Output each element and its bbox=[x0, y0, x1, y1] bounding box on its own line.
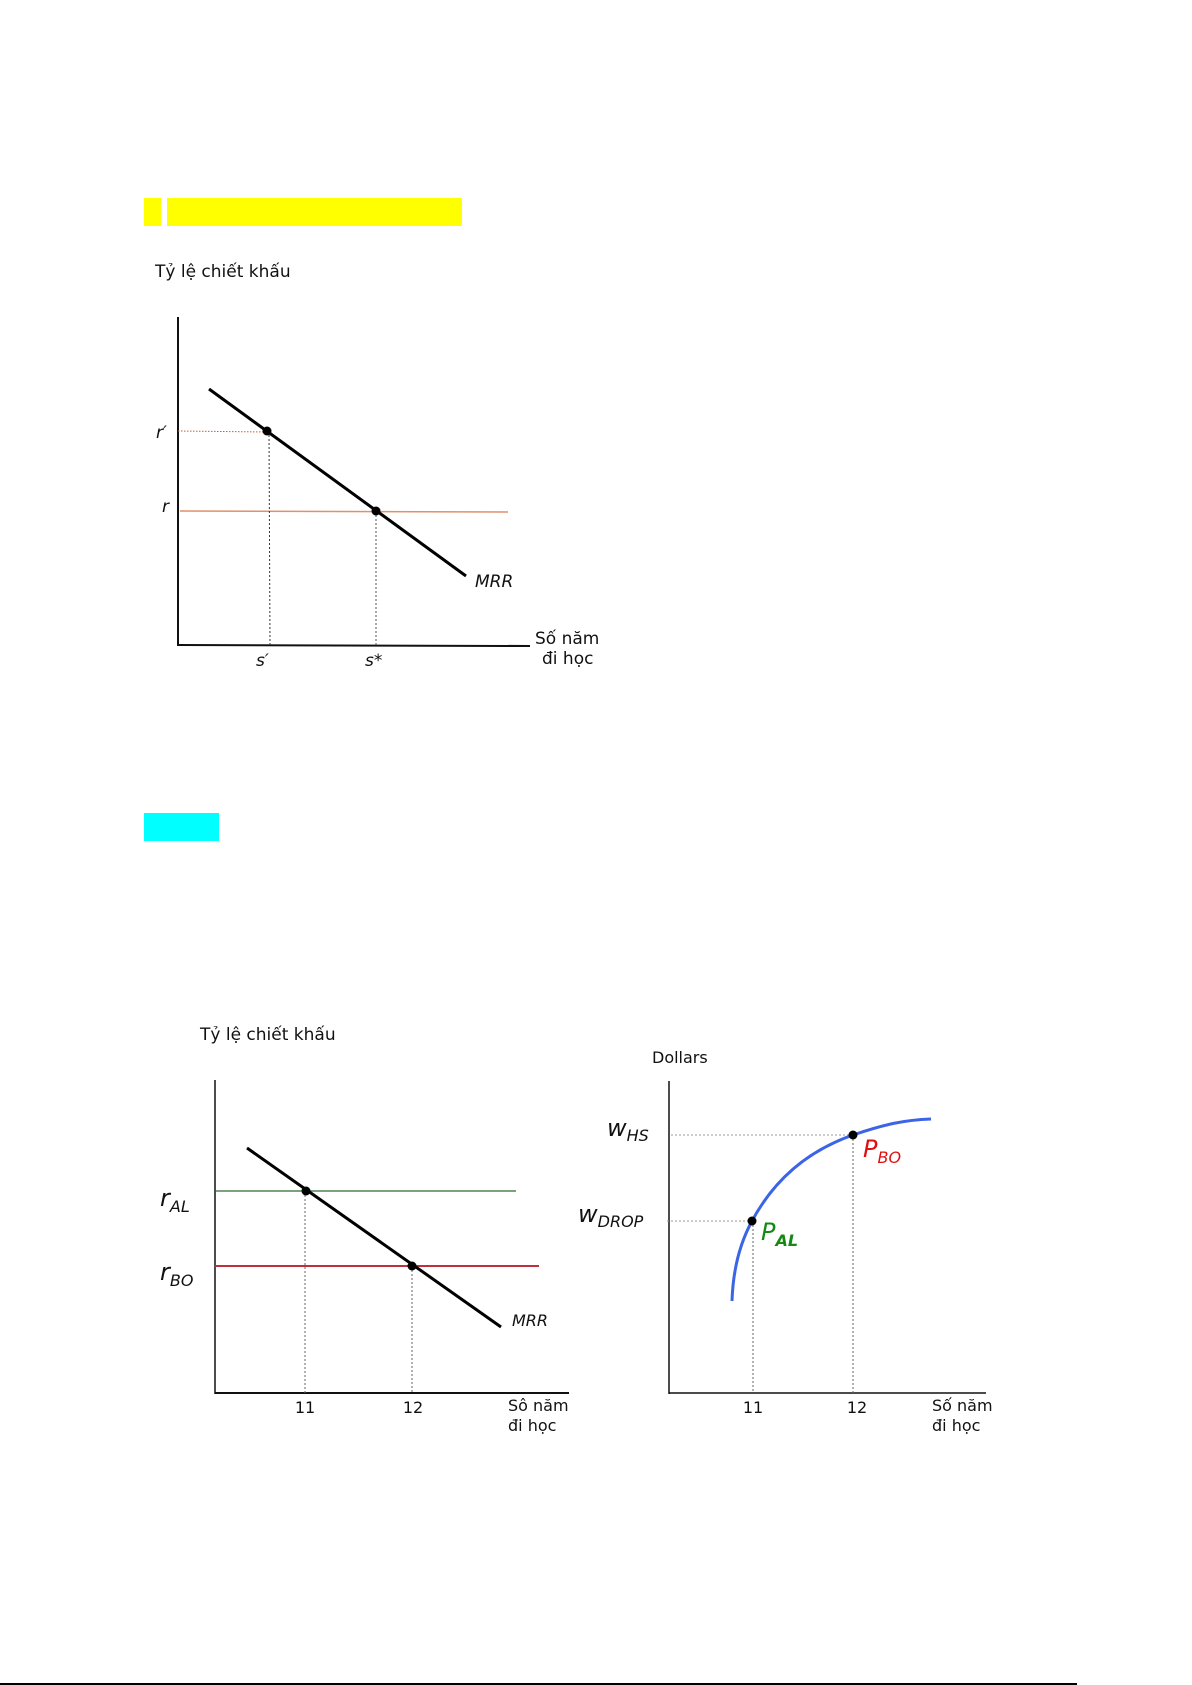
tick-s-star: s* bbox=[365, 651, 382, 671]
tick-r: r bbox=[162, 497, 170, 517]
mrr-label: MRR bbox=[512, 1311, 548, 1330]
yellow-highlight-small bbox=[144, 198, 161, 226]
label-p-al: PAL bbox=[761, 1218, 798, 1250]
r-prime-guide bbox=[177, 430, 268, 433]
r-line bbox=[179, 510, 509, 513]
chart-discount-rates: Tỷ lệ chiết khấu rAL rBO MRR 11 12 Sô nă… bbox=[160, 1024, 569, 1435]
cyan-highlight bbox=[144, 813, 219, 841]
point-bo bbox=[407, 1261, 417, 1271]
x-axis-label-2: đi học bbox=[542, 649, 593, 669]
y-axis-label: Tỷ lệ chiết khấu bbox=[154, 261, 291, 282]
tick-r-prime: r′ bbox=[156, 423, 167, 443]
tick-s-prime: s′ bbox=[256, 651, 269, 671]
point-r bbox=[371, 506, 381, 516]
point-r-prime bbox=[262, 426, 272, 436]
tick-11: 11 bbox=[295, 1398, 315, 1417]
tick-12: 12 bbox=[847, 1398, 867, 1417]
x-axis-label-1: Sô năm bbox=[508, 1396, 569, 1415]
chart-wage-schooling: Dollars wHS wDROP PBO PAL 11 12 Số năm đ… bbox=[578, 1048, 993, 1435]
s-prime-guide bbox=[268, 430, 271, 646]
x-axis-label-2: đi học bbox=[932, 1416, 980, 1435]
earnings-curve bbox=[730, 1117, 932, 1302]
tick-12: 12 bbox=[403, 1398, 423, 1417]
point-al bbox=[301, 1186, 311, 1196]
y-axis-label: Tỷ lệ chiết khấu bbox=[199, 1024, 336, 1045]
x-axis bbox=[177, 644, 531, 647]
yellow-highlight-bar bbox=[167, 198, 462, 226]
x-axis-label-1: Số năm bbox=[535, 628, 599, 649]
mrr-label: MRR bbox=[475, 572, 513, 592]
label-r-bo: rBO bbox=[160, 1258, 193, 1290]
chart-schooling-mrr: Tỷ lệ chiết khấu r′ r MRR s′ s* Số năm đ… bbox=[154, 261, 599, 671]
tick-11: 11 bbox=[743, 1398, 763, 1417]
mrr-line bbox=[208, 387, 467, 578]
x-axis-label-1: Số năm bbox=[932, 1396, 993, 1415]
mrr-line bbox=[246, 1146, 502, 1329]
label-w-drop: wDROP bbox=[578, 1200, 644, 1231]
label-w-hs: wHS bbox=[607, 1114, 649, 1145]
label-p-bo: PBO bbox=[863, 1135, 901, 1167]
label-r-al: rAL bbox=[160, 1184, 190, 1216]
point-p-al bbox=[747, 1216, 757, 1226]
y-axis-label: Dollars bbox=[652, 1048, 708, 1067]
point-p-bo bbox=[848, 1130, 858, 1140]
x-axis-label-2: đi học bbox=[508, 1416, 556, 1435]
